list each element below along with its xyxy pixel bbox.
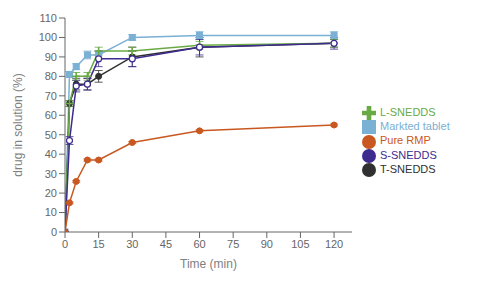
html-text:L-SNEDDS: L-SNEDDS <box>380 106 436 119</box>
svg-text:10: 10 <box>45 206 57 218</box>
svg-text:15: 15 <box>93 238 105 250</box>
svg-text:30: 30 <box>126 238 138 250</box>
svg-text:0: 0 <box>62 238 68 250</box>
svg-text:30: 30 <box>45 168 57 180</box>
svg-text:60: 60 <box>193 238 205 250</box>
html-text:T-SNEDDS: T-SNEDDS <box>380 162 436 175</box>
svg-text:50: 50 <box>45 129 57 141</box>
svg-text:45: 45 <box>160 238 172 250</box>
svg-text:Time (min): Time (min) <box>180 257 237 271</box>
svg-text:0: 0 <box>51 226 57 238</box>
svg-text:90: 90 <box>45 51 57 63</box>
svg-text:110: 110 <box>39 12 57 24</box>
html-text:Pure RMP: Pure RMP <box>380 134 431 147</box>
svg-text:20: 20 <box>45 187 57 199</box>
svg-text:105: 105 <box>291 238 309 250</box>
svg-text:100: 100 <box>39 31 57 43</box>
svg-text:80: 80 <box>45 70 57 82</box>
svg-text:75: 75 <box>227 238 239 250</box>
svg-text:70: 70 <box>45 90 57 102</box>
svg-text:120: 120 <box>325 238 343 250</box>
svg-text:40: 40 <box>45 148 57 160</box>
html-text:Markted tablet: Markted tablet <box>380 120 450 133</box>
html-text:S-SNEDDS: S-SNEDDS <box>380 148 437 161</box>
svg-text:90: 90 <box>261 238 273 250</box>
svg-text:60: 60 <box>45 109 57 121</box>
svg-text:drug in solution (%): drug in solution (%) <box>11 73 25 176</box>
